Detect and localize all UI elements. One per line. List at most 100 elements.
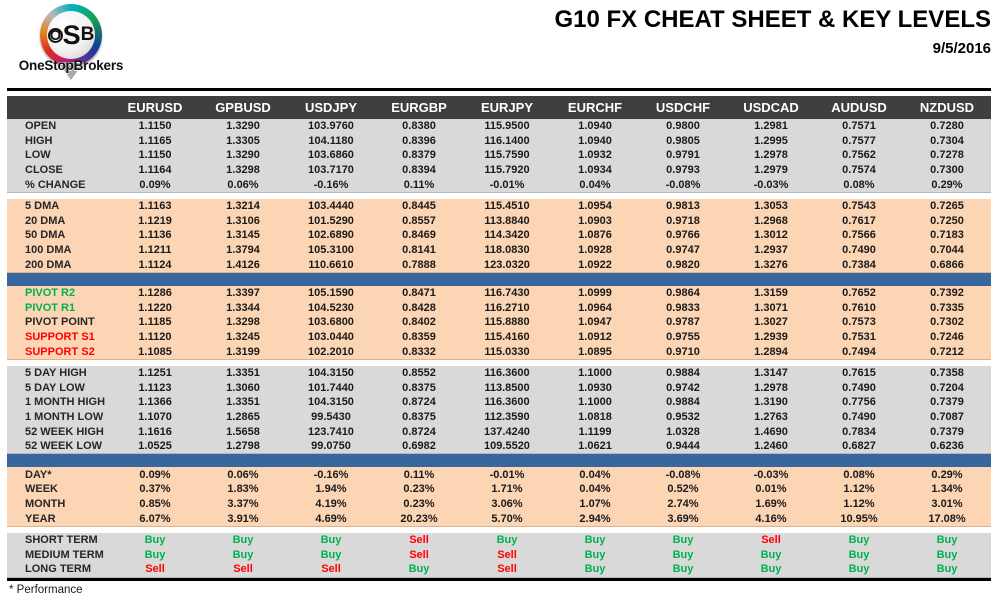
value-cell: 0.8469 (402, 229, 436, 242)
table-row: MEDIUM TERM Buy Buy Buy Sell Sell Buy Buy Buy Buy… (7, 547, 991, 562)
value-cell: 0.6866 (930, 258, 964, 271)
value-cell: 0.7246 (930, 331, 964, 344)
value-cell: -0.08% (665, 178, 701, 191)
table-row: LOW 1.1150 1.3290 103.6860 0.8379 115.7590 1.0… (7, 148, 991, 163)
value-cell: 0.23% (403, 483, 435, 496)
value-cell: 0.9718 (666, 214, 700, 227)
value-cell: 1.12% (843, 483, 875, 496)
value-cell: 0.9805 (666, 134, 700, 147)
value-cell: 104.3150 (308, 396, 354, 409)
value-cell: 1.0876 (578, 229, 612, 242)
value-cell: 0.09% (139, 468, 171, 481)
value-cell: 1.07% (579, 497, 611, 510)
column-header-usdchf: USDCHF (655, 100, 711, 115)
value-cell: 0.8724 (402, 396, 436, 409)
value-cell: 1.1150 (138, 149, 172, 162)
value-cell: 1.1124 (138, 258, 172, 271)
value-cell: 115.7920 (484, 164, 530, 177)
row-label: LOW (25, 149, 51, 162)
value-cell: 0.7574 (842, 164, 876, 177)
value-cell: 0.7280 (930, 120, 964, 133)
value-cell: 1.3147 (754, 367, 788, 380)
value-cell: 1.3351 (226, 396, 260, 409)
signal-cell: Buy (848, 534, 870, 547)
value-cell: 1.12% (843, 497, 875, 510)
value-cell: 104.3150 (308, 367, 354, 380)
column-header-gpbusd: GPBUSD (215, 100, 271, 115)
section-ranges: 5 DAY HIGH 1.1251 1.3351 104.3150 0.8552 116.… (7, 365, 991, 455)
value-cell: 103.9760 (308, 120, 354, 133)
value-cell: 1.3794 (226, 244, 260, 257)
value-cell: 17.08% (928, 512, 966, 525)
value-cell: 116.3600 (484, 396, 530, 409)
value-cell: 1.1000 (578, 367, 612, 380)
table-row: CLOSE 1.1164 1.3298 103.7170 0.8394 115.7920 1… (7, 163, 991, 178)
row-label: 1 MONTH HIGH (25, 396, 106, 409)
row-label: 5 DMA (25, 200, 60, 213)
signal-cell: Sell (321, 563, 341, 576)
table-row: 100 DMA 1.1211 1.3794 105.3100 0.8141 118.083… (7, 243, 991, 258)
value-cell: 0.7304 (930, 134, 964, 147)
signal-cell: Buy (584, 548, 606, 561)
column-header-audusd: AUDUSD (831, 100, 887, 115)
signal-cell: Buy (584, 534, 606, 547)
value-cell: 0.9747 (666, 244, 700, 257)
value-cell: 0.6827 (842, 440, 876, 453)
value-cell: 1.3298 (226, 164, 260, 177)
row-label: 52 WEEK HIGH (25, 425, 104, 438)
value-cell: 0.9791 (666, 149, 700, 162)
value-cell: 0.7566 (842, 229, 876, 242)
value-cell: 0.9884 (666, 396, 700, 409)
value-cell: 0.8379 (402, 149, 436, 162)
signal-cell: Buy (672, 534, 694, 547)
signal-cell: Buy (496, 534, 518, 547)
value-cell: 0.9800 (666, 120, 700, 133)
value-cell: 0.8141 (402, 244, 436, 257)
value-cell: 0.8380 (402, 120, 436, 133)
value-cell: 0.7573 (842, 316, 876, 329)
section-gap (7, 192, 991, 199)
header-divider (7, 88, 991, 91)
value-cell: 0.7490 (842, 381, 876, 394)
report-date: 9/5/2016 (932, 40, 991, 57)
value-cell: -0.16% (313, 468, 349, 481)
value-cell: 105.3100 (308, 244, 354, 257)
value-cell: 1.2460 (754, 440, 788, 453)
value-cell: 104.5230 (308, 301, 354, 314)
value-cell: 0.7044 (930, 244, 964, 257)
table-row: DAY* 0.09% 0.06% -0.16% 0.11% -0.01% 0.04% -0.0… (7, 467, 991, 482)
value-cell: 0.8396 (402, 134, 436, 147)
value-cell: 99.0750 (311, 440, 351, 453)
value-cell: 1.2995 (754, 134, 788, 147)
value-cell: 1.0930 (578, 381, 612, 394)
section-gap (7, 526, 991, 533)
value-cell: 0.7183 (930, 229, 964, 242)
value-cell: 0.8375 (402, 410, 436, 423)
value-cell: 1.1185 (138, 316, 172, 329)
value-cell: 1.1136 (138, 229, 172, 242)
row-label: % CHANGE (25, 178, 86, 191)
value-cell: 3.06% (491, 497, 523, 510)
value-cell: 0.9793 (666, 164, 700, 177)
value-cell: 104.1180 (308, 134, 354, 147)
value-cell: 1.1211 (138, 244, 172, 257)
value-cell: 1.1219 (138, 214, 172, 227)
value-cell: 20.23% (400, 512, 438, 525)
row-label: PIVOT R2 (25, 287, 76, 300)
value-cell: 1.0964 (578, 301, 612, 314)
column-header-eurjpy: EURJPY (480, 100, 534, 115)
value-cell: 0.8445 (402, 200, 436, 213)
value-cell: 1.1163 (138, 200, 172, 213)
value-cell: 2.74% (667, 497, 699, 510)
value-cell: 0.09% (139, 178, 171, 191)
value-cell: 0.29% (931, 178, 963, 191)
value-cell: 0.8724 (402, 425, 436, 438)
row-label: 1 MONTH LOW (25, 410, 104, 423)
value-cell: 1.4690 (754, 425, 788, 438)
row-label: 5 DAY LOW (25, 381, 85, 394)
value-cell: 0.9742 (666, 381, 700, 394)
column-header-eurchf: EURCHF (567, 100, 623, 115)
value-cell: 116.3600 (484, 367, 530, 380)
value-cell: 3.01% (931, 497, 963, 510)
